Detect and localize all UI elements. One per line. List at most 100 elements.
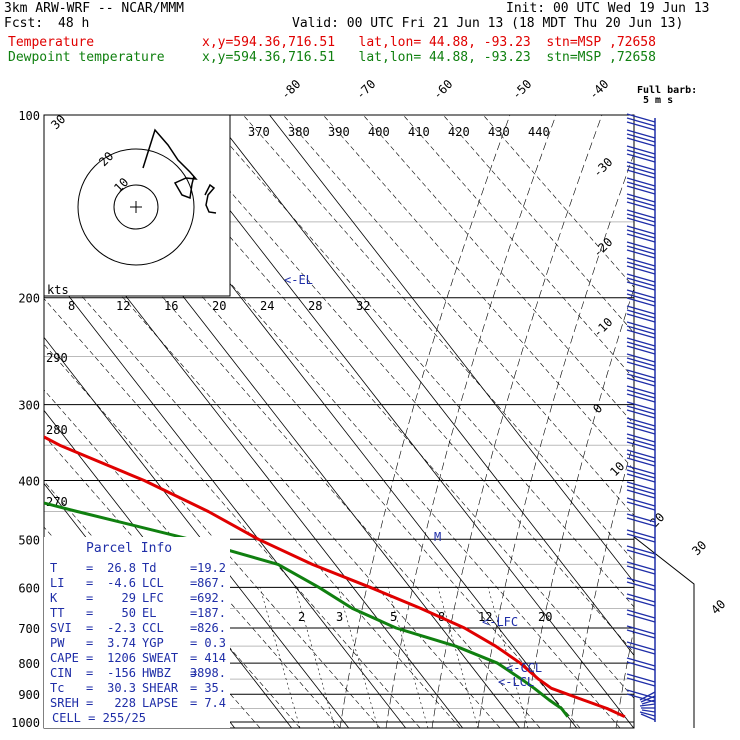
parcel-key-K: K — [50, 591, 58, 605]
barb-flag — [626, 353, 656, 363]
moist-adiabat — [477, 152, 634, 728]
barb-flag — [626, 165, 656, 175]
barb-flag — [626, 465, 656, 475]
parcel-value-YGP: 0.3 — [204, 636, 226, 650]
barb-flag — [626, 293, 656, 303]
barb-flag — [626, 497, 656, 507]
parcel-key-LAPSE: LAPSE — [142, 696, 178, 710]
parcel-key-SHEAR: SHEAR — [142, 681, 179, 695]
parcel-key-CAPE: CAPE — [50, 651, 79, 665]
barb-flag — [626, 345, 656, 355]
mixing-ratio-line — [437, 587, 479, 728]
barb-lower — [639, 703, 656, 707]
mixing-ratio-label-3: 3 — [336, 610, 343, 624]
barb-flag — [626, 661, 656, 671]
dry-adiabat — [282, 115, 634, 517]
dry-adiabat — [242, 115, 634, 562]
barb-flag — [626, 249, 656, 259]
hodograph-ring-inner — [113, 184, 159, 230]
barb-legend-title: Full barb: — [637, 85, 697, 96]
barb-flag — [626, 433, 656, 443]
barb-flag — [626, 449, 656, 459]
barb-flag — [626, 321, 656, 331]
barb-flag — [626, 393, 656, 403]
isotherm--80 — [0, 87, 12, 735]
hodograph: 20 10 30 kts — [43, 112, 231, 297]
barb-flag — [626, 517, 656, 527]
barb-flag — [626, 405, 656, 415]
parcel-key-CCL: CCL — [142, 621, 164, 635]
parcel-eq: = — [190, 636, 197, 650]
barb-flag — [626, 481, 656, 491]
temperature-line — [44, 115, 626, 719]
barb-flag — [626, 597, 656, 607]
barb-flag — [626, 473, 656, 483]
barb-flag — [626, 373, 656, 383]
speed-tick-12: 12 — [116, 299, 130, 313]
parcel-eq: = — [86, 636, 93, 650]
barb-flag — [626, 565, 656, 575]
parcel-key-SREH: SREH — [50, 696, 79, 710]
parcel-info-title: Parcel Info — [86, 541, 172, 556]
parcel-key-SVI: SVI — [50, 621, 72, 635]
forecast-hour: 48 h — [58, 16, 90, 31]
barb-flag — [626, 341, 656, 351]
dry-adiabat — [44, 298, 421, 728]
model-title: 3km ARW-WRF -- NCAR/MMM — [4, 1, 185, 16]
parcel-value-SHEAR: 35. — [204, 681, 226, 695]
barb-flag — [626, 529, 656, 539]
barb-flag — [626, 117, 656, 127]
barb-flag — [626, 149, 656, 159]
barb-flag — [626, 625, 656, 635]
barb-flag — [626, 561, 656, 571]
barb-flag — [626, 145, 656, 155]
parcel-eq: = — [86, 591, 93, 605]
parcel-cell: CELL = 255/25 — [52, 711, 146, 725]
moist-adiabat — [708, 115, 740, 728]
parcel-key-TT: TT — [50, 606, 64, 620]
barb-flag — [626, 161, 656, 171]
moist-adiabat — [385, 115, 557, 728]
barb-flag — [626, 513, 656, 523]
theta-label-420: 420 — [448, 125, 470, 139]
parcel-eq: = — [190, 561, 197, 575]
parcel-key-Td: Td — [142, 561, 156, 575]
barb-flag — [626, 257, 656, 267]
parcel-eq: = — [86, 666, 93, 680]
pressure-label-200: 200 — [18, 292, 40, 306]
mixing-ratio-label-12: 12 — [478, 610, 492, 624]
barb-flag — [626, 185, 656, 195]
barb-flag — [626, 193, 656, 203]
speed-tick-32: 32 — [356, 299, 370, 313]
dry-adiabat — [482, 115, 634, 288]
theta-left-label-280: 280 — [46, 423, 68, 437]
barb-flag — [626, 213, 656, 223]
parcel-eq: = — [86, 681, 93, 695]
barb-flag — [626, 673, 656, 683]
pressure-axis-labels: 100 200 300 400 500 600 700 800 900 1000 — [11, 109, 40, 730]
mixing-ratio-label-2: 2 — [298, 610, 305, 624]
barb-flag — [626, 217, 656, 227]
hodograph-trace — [142, 128, 217, 214]
temperature-label--40: -40 — [586, 77, 611, 102]
barb-flag — [626, 657, 656, 667]
parcel-value-EL: 187. — [197, 606, 226, 620]
pressure-label-900: 900 — [18, 688, 40, 702]
parcel-key-YGP: YGP — [142, 636, 164, 650]
barb-flag — [626, 277, 656, 287]
parcel-eq: = — [86, 561, 93, 575]
barb-flag — [626, 577, 656, 587]
barb-flag — [626, 385, 656, 395]
barb-flag — [626, 181, 656, 191]
parcel-eq: = — [190, 591, 197, 605]
pressure-label-700: 700 — [18, 622, 40, 636]
barb-flag — [626, 453, 656, 463]
dry-adiabat — [44, 206, 501, 728]
barb-flag — [626, 609, 656, 619]
barb-flag — [626, 289, 656, 299]
parcel-eq: = — [190, 621, 197, 635]
temperature-legend-info: x,y=594.36,716.51 lat,lon= 44.88, -93.23… — [202, 35, 656, 50]
temperature-label--60: -60 — [430, 77, 455, 102]
parcel-eq: = — [190, 666, 197, 680]
